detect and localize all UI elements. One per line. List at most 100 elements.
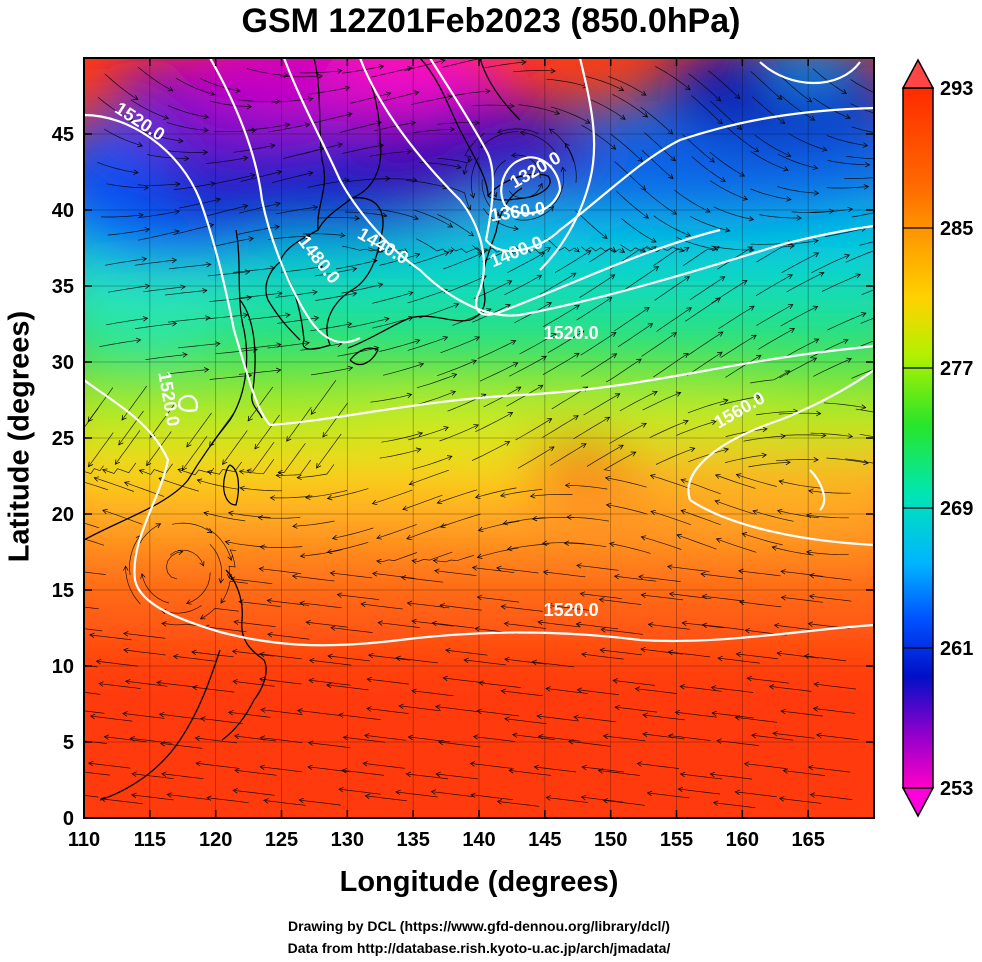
streamline xyxy=(367,247,408,253)
streamline xyxy=(537,715,579,722)
streamline-arrow xyxy=(277,469,283,476)
streamline xyxy=(134,259,177,266)
streamline xyxy=(383,363,424,376)
streamline-arrow xyxy=(218,578,224,584)
streamline-arrow xyxy=(275,367,282,374)
streamline-arrow xyxy=(338,712,344,718)
streamline xyxy=(131,773,174,780)
streamline xyxy=(305,490,348,499)
streamline xyxy=(680,479,721,495)
streamline xyxy=(539,272,577,295)
streamline xyxy=(513,70,556,73)
x-tick-label: 145 xyxy=(528,829,561,851)
streamline xyxy=(306,621,348,628)
streamline xyxy=(653,353,689,378)
streamline-arrow xyxy=(602,233,608,239)
streamline xyxy=(232,650,275,657)
streamline xyxy=(84,740,107,744)
streamline-arrow xyxy=(203,113,210,120)
streamline-arrow xyxy=(504,716,510,722)
streamline xyxy=(580,332,617,356)
streamline xyxy=(743,435,786,442)
streamline-arrow xyxy=(580,794,587,801)
streamline-arrow xyxy=(720,177,726,182)
streamline xyxy=(620,244,657,252)
streamline xyxy=(371,67,412,78)
streamline xyxy=(130,99,169,119)
streamline-arrow xyxy=(307,170,314,177)
streamline-arrow xyxy=(435,704,441,710)
streamline-arrow xyxy=(563,540,569,546)
streamline xyxy=(308,87,350,95)
streamline-arrow xyxy=(411,688,417,694)
streamline-arrow xyxy=(753,147,760,153)
streamline xyxy=(207,271,250,277)
streamline-arrow xyxy=(644,307,650,313)
streamline-arrow xyxy=(584,118,591,124)
streamline-arrow xyxy=(407,734,414,741)
streamline-arrow xyxy=(417,431,424,437)
streamline-arrow xyxy=(786,196,792,202)
streamline-arrow xyxy=(215,341,221,347)
streamline xyxy=(260,546,303,548)
streamline-arrow xyxy=(896,439,901,444)
x-tick-label: 150 xyxy=(594,829,627,851)
streamline xyxy=(367,678,409,685)
streamline xyxy=(89,634,132,641)
streamline xyxy=(130,737,172,744)
colorbar-label: 277 xyxy=(940,358,973,380)
streamline-arrow xyxy=(89,713,96,720)
streamline xyxy=(598,770,641,776)
streamline xyxy=(613,680,655,686)
streamline-arrow xyxy=(442,675,448,682)
streamline-arrow xyxy=(863,184,870,190)
streamline xyxy=(846,155,874,159)
streamline-arrow xyxy=(541,540,548,546)
streamline-arrow xyxy=(701,622,708,628)
streamline xyxy=(259,653,302,660)
streamline xyxy=(327,541,369,553)
streamline xyxy=(407,336,448,351)
streamline-arrow xyxy=(783,166,789,172)
streamline-arrow xyxy=(95,658,102,665)
streamline-arrow xyxy=(242,155,249,161)
height-contours xyxy=(84,58,874,647)
streamline-arrow xyxy=(762,426,768,433)
streamline xyxy=(399,705,441,712)
streamline xyxy=(248,314,290,320)
streamline-arrow xyxy=(269,495,275,501)
streamline xyxy=(347,318,390,329)
streamline xyxy=(213,174,256,185)
streamline-arrow xyxy=(124,679,131,685)
streamline-arrow xyxy=(502,520,509,526)
streamline-arrow xyxy=(630,451,637,457)
streamline xyxy=(501,606,543,612)
streamline xyxy=(647,792,690,799)
streamline-arrow xyxy=(406,148,413,155)
streamline xyxy=(826,135,868,146)
streamline-arrow xyxy=(184,155,190,162)
streamline xyxy=(738,570,781,577)
streamline-arrow xyxy=(174,229,180,235)
streamline-arrow xyxy=(203,510,209,517)
streamline-arrow xyxy=(574,352,580,358)
streamline xyxy=(586,444,624,467)
streamline-arrow xyxy=(505,304,511,309)
streamline xyxy=(442,58,484,68)
streamline-arrow xyxy=(748,216,755,222)
streamline-arrow xyxy=(101,468,108,474)
streamline-arrow xyxy=(366,706,372,712)
streamline-arrow xyxy=(531,659,537,666)
streamline xyxy=(687,399,728,414)
streamline-arrow xyxy=(186,441,192,448)
streamline xyxy=(228,512,271,518)
streamline xyxy=(307,179,350,188)
streamline-arrow xyxy=(717,118,723,125)
streamline-arrow xyxy=(446,455,453,461)
x-tick-label: 115 xyxy=(134,829,166,851)
streamline-arrow xyxy=(863,459,869,466)
streamline-arrow xyxy=(613,573,620,580)
streamline-arrow xyxy=(462,169,468,176)
streamline xyxy=(777,652,819,659)
streamline xyxy=(680,685,722,692)
